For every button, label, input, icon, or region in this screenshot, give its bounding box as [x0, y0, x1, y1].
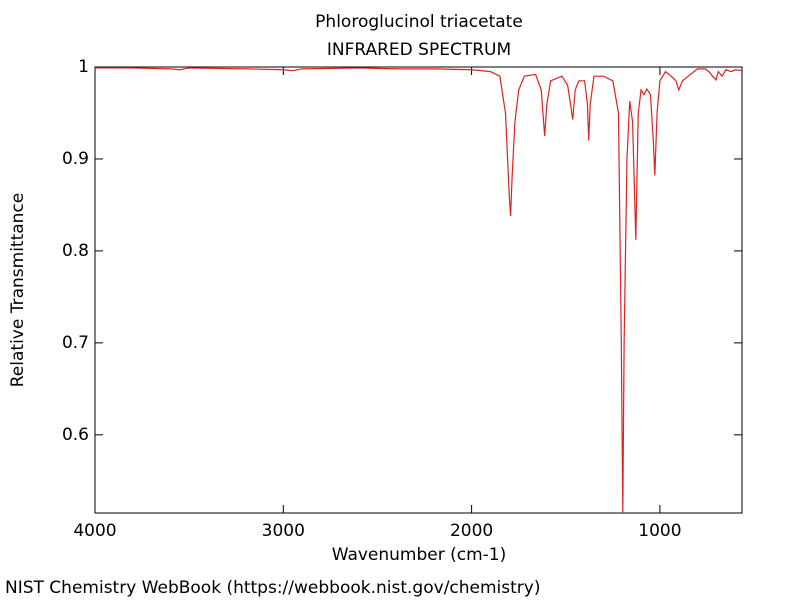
x-tick-label: 3000: [262, 521, 305, 541]
x-tick-label: 1000: [638, 521, 681, 541]
x-tick-label: 2000: [450, 521, 493, 541]
y-tick-label: 0.8: [62, 241, 89, 261]
plot-frame: [94, 66, 743, 514]
y-tick-label: 0.7: [62, 333, 89, 353]
y-axis-label: Relative Transmittance: [8, 193, 28, 388]
footer: NIST Chemistry WebBook (https://webbook.…: [5, 578, 540, 598]
chart-subtitle: INFRARED SPECTRUM: [327, 40, 511, 60]
y-tick-label: 0.9: [62, 149, 89, 169]
y-tick-label: 1: [78, 57, 89, 77]
x-tick-label: 4000: [73, 521, 116, 541]
x-axis-label: Wavenumber (cm-1): [332, 545, 507, 565]
y-tick-label: 0.6: [62, 425, 89, 445]
spectrum-line: [95, 67, 743, 514]
chart-title: Phloroglucinol triacetate: [315, 12, 523, 32]
